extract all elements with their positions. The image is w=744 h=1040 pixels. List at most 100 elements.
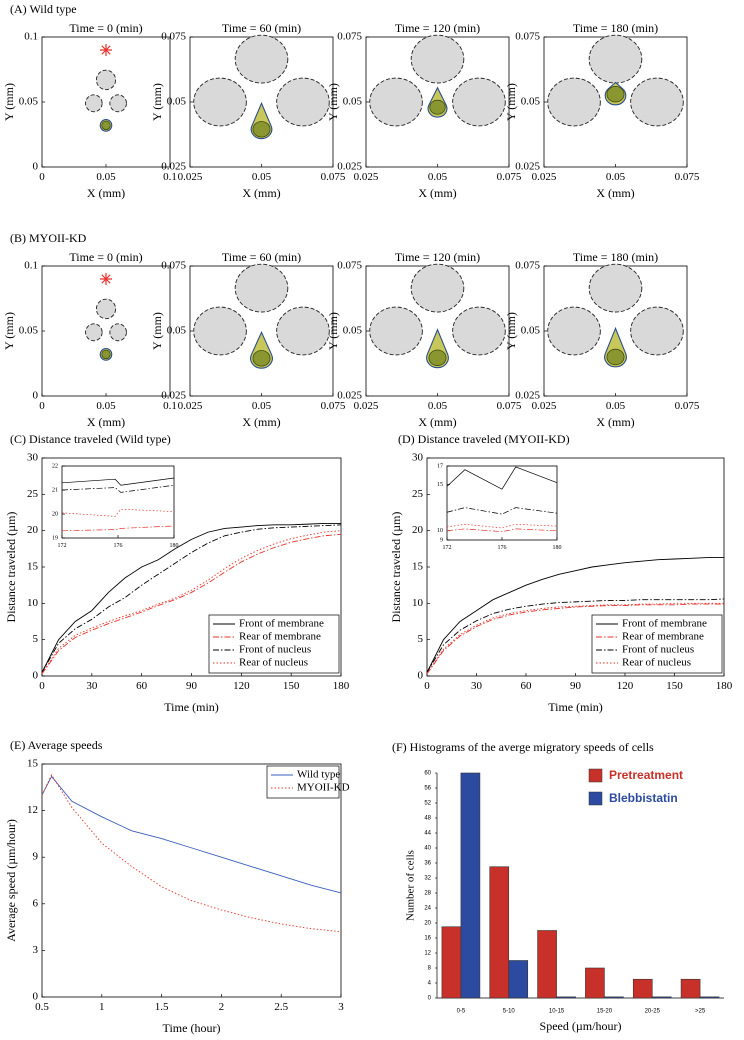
obstacle <box>109 94 127 113</box>
series-line <box>61 477 175 486</box>
y-tick-label: 0.025 <box>515 390 540 402</box>
series-line <box>426 602 724 674</box>
chart-title: Time = 180 (min) <box>573 21 658 35</box>
x-axis-label: X (mm) <box>596 415 634 429</box>
y-tick-label: 0.05 <box>167 325 187 337</box>
y-tick-label: 15 <box>412 561 424 573</box>
chart-title: (E) Average speeds <box>10 738 103 752</box>
y-tick-label: 30 <box>412 452 424 464</box>
obstacle <box>588 263 643 313</box>
x-tick-label: 0.05 <box>428 171 448 183</box>
y-axis-label: Y (mm) <box>326 83 340 121</box>
cell-nucleus <box>428 349 447 366</box>
y-tick-label: 0.075 <box>161 260 186 272</box>
legend-swatch <box>588 791 603 806</box>
y-axis-label: Y (mm) <box>150 83 164 121</box>
y-axis-label: Y (mm) <box>2 312 16 350</box>
x-tick-label: 0.05 <box>606 171 626 183</box>
obstacle <box>630 306 684 356</box>
x-axis-label: Time (hour) <box>163 1021 221 1035</box>
y-tick-label: 0.05 <box>521 325 541 337</box>
series-line <box>61 484 175 493</box>
x-tick-label: 176 <box>114 543 123 549</box>
y-tick-label: 12 <box>27 804 38 816</box>
obstacle <box>193 77 247 127</box>
x-tick-label: 0.025 <box>532 400 557 412</box>
x-tick-label: 120 <box>617 680 634 692</box>
x-tick-label: 180 <box>170 543 179 549</box>
obstacle <box>369 306 423 356</box>
series-line <box>426 557 724 673</box>
y-tick-label: 0 <box>33 390 39 402</box>
chart-title: (D) Distance traveled (MYOII-KD) <box>398 432 570 446</box>
x-tick-label: 90 <box>570 680 582 692</box>
x-tick-label: 20-25 <box>645 1009 661 1015</box>
y-tick-label: 48 <box>424 816 431 822</box>
y-tick-label: 52 <box>424 801 431 807</box>
y-tick-label: 0 <box>428 996 432 1002</box>
y-tick-label: 0.05 <box>167 96 187 108</box>
chart-title: Time = 60 (min) <box>222 250 301 264</box>
y-tick-label: 20 <box>52 511 58 517</box>
y-tick-label: 10 <box>27 597 39 609</box>
x-tick-label: 0.025 <box>354 171 379 183</box>
cell-nucleus <box>101 120 111 131</box>
legend-label: Pretreatment <box>609 768 683 782</box>
y-tick-label: 22 <box>52 463 58 469</box>
bar <box>680 978 701 999</box>
x-axis-label: X (mm) <box>87 415 125 429</box>
y-tick-label: 0 <box>33 991 39 1003</box>
obstacle <box>369 77 423 127</box>
x-tick-label: 180 <box>553 545 562 551</box>
y-tick-label: 4 <box>428 981 432 987</box>
x-tick-label: 0.1 <box>163 400 177 412</box>
x-tick-label: 0.075 <box>321 400 346 412</box>
y-tick-label: 17 <box>437 463 443 469</box>
x-tick-label: 0.1 <box>163 171 177 183</box>
y-axis-label: Y (mm) <box>504 312 518 350</box>
x-tick-label: 0.05 <box>252 171 272 183</box>
obstacle <box>452 77 506 127</box>
obstacle <box>193 306 247 356</box>
obstacle <box>630 77 684 127</box>
x-tick-label: 0.05 <box>96 171 116 183</box>
plot-frame <box>446 465 558 541</box>
x-tick-label: 3 <box>338 1001 344 1013</box>
obstacle <box>109 323 127 342</box>
x-tick-label: 0.075 <box>497 400 522 412</box>
x-tick-label: 0.05 <box>252 400 272 412</box>
y-tick-label: 0 <box>33 161 39 173</box>
y-tick-label: 8 <box>428 966 432 972</box>
chart-title: (F) Histograms of the averge migratory s… <box>392 740 654 754</box>
y-tick-label: 0.025 <box>337 390 362 402</box>
panel-label: (A) Wild type <box>10 2 77 16</box>
y-axis-label: Y (mm) <box>150 312 164 350</box>
target-star <box>100 273 112 285</box>
obstacle <box>452 306 506 356</box>
y-tick-label: 25 <box>27 488 39 500</box>
y-axis-label: Y (mm) <box>504 83 518 121</box>
obstacle <box>410 263 465 313</box>
series-line <box>41 533 342 675</box>
series-line <box>61 525 175 532</box>
chart-title: (C) Distance traveled (Wild type) <box>10 432 171 446</box>
y-tick-label: 15 <box>437 482 443 488</box>
obstacle <box>276 77 330 127</box>
x-tick-label: 150 <box>283 680 300 692</box>
y-axis-label: Y (mm) <box>2 83 16 121</box>
legend-label: Rear of membrane <box>622 631 704 643</box>
x-tick-label: 0 <box>39 400 45 412</box>
y-tick-label: 0.05 <box>19 96 39 108</box>
bar <box>604 996 624 999</box>
series-line <box>446 528 558 533</box>
y-axis-label: Y (mm) <box>326 312 340 350</box>
legend-label: Front of nucleus <box>622 644 694 656</box>
y-tick-label: 44 <box>424 831 431 837</box>
legend-label: Rear of nucleus <box>239 657 308 669</box>
legend-label: MYOII-KD <box>297 782 350 794</box>
x-tick-label: 0.075 <box>675 400 700 412</box>
series-line <box>41 773 342 933</box>
chart-title: Time = 60 (min) <box>222 21 301 35</box>
series-line <box>426 598 725 673</box>
